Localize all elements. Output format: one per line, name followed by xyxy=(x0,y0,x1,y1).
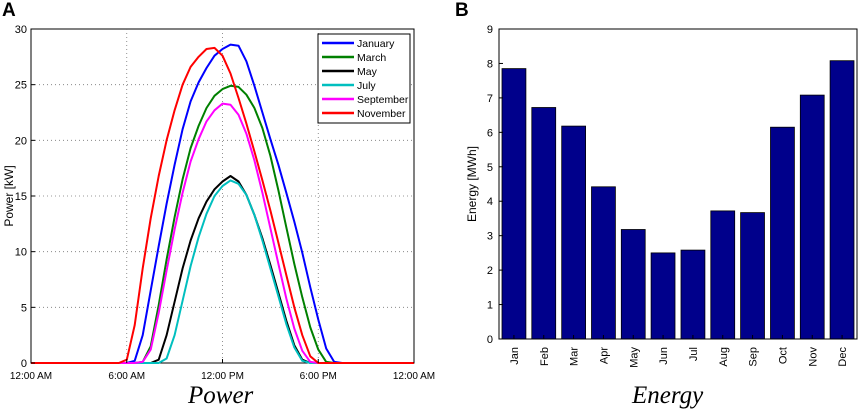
energy-x-tick-label: Mar xyxy=(569,347,581,366)
y-tick-label: 30 xyxy=(15,24,27,36)
y-tick-label: 5 xyxy=(21,302,27,314)
energy-bar-jan xyxy=(501,68,527,340)
energy-x-tick-label: Nov xyxy=(807,347,819,367)
legend-label-may: May xyxy=(357,66,378,78)
energy-bar-may xyxy=(620,229,646,340)
energy-bars xyxy=(501,60,855,340)
energy-x-tick-label: Oct xyxy=(777,347,789,364)
energy-y-tick-label: 8 xyxy=(487,58,493,70)
energy-y-axis-label: Energy [MWh] xyxy=(465,146,479,222)
series-line-january xyxy=(31,43,414,364)
energy-y-tick-label: 4 xyxy=(487,196,493,208)
energy-bar-oct xyxy=(770,126,795,340)
energy-y-ticks: 0 1 2 3 4 5 6 7 8 9 xyxy=(487,24,503,346)
x-tick-label: 12:00 AM xyxy=(393,371,435,382)
energy-x-tick-label: Aug xyxy=(718,347,730,367)
energy-bar-aug xyxy=(710,210,736,340)
y-tick-label: 10 xyxy=(15,247,27,259)
energy-x-tick-label: May xyxy=(628,347,640,368)
y-tick-label: 15 xyxy=(15,191,27,203)
y-tick-label: 25 xyxy=(15,80,27,92)
series-line-september xyxy=(31,102,414,364)
energy-y-tick-label: 6 xyxy=(487,127,493,139)
x-tick-label: 12:00 AM xyxy=(10,371,52,382)
energy-bar-jul xyxy=(680,249,706,340)
power-y-axis-label: Power [kW] xyxy=(2,165,16,226)
legend-label-september: September xyxy=(357,94,409,106)
power-line-chart: 0 5 10 15 20 25 30 12:00 AM 6:00 AM 12:00 PM 6:00… xyxy=(2,24,435,382)
legend-box xyxy=(317,33,411,124)
energy-x-tick-label: Feb xyxy=(539,347,551,366)
y-tick-label: 20 xyxy=(15,135,27,147)
energy-bar-sep xyxy=(740,212,765,340)
energy-caption: Energy xyxy=(632,382,704,409)
energy-y-tick-label: 0 xyxy=(487,334,493,346)
energy-bar-feb xyxy=(531,107,557,340)
energy-y-tick-label: 1 xyxy=(487,300,493,312)
energy-x-tick-label: Jul xyxy=(688,347,700,361)
legend-label-november: November xyxy=(357,108,406,120)
energy-y-tick-label: 5 xyxy=(487,162,493,174)
power-y-ticks: 0 5 10 15 20 25 30 xyxy=(15,24,35,370)
energy-y-tick-label: 2 xyxy=(487,265,493,277)
energy-bar-jun xyxy=(650,252,676,340)
energy-y-tick-label: 9 xyxy=(487,24,493,36)
energy-plot-area xyxy=(498,28,858,340)
power-series xyxy=(31,43,414,364)
energy-y-tick-label: 3 xyxy=(487,231,493,243)
legend-label-january: January xyxy=(357,38,395,50)
energy-bar-apr xyxy=(591,186,616,340)
energy-x-tick-label: Sep xyxy=(748,347,760,367)
power-legend: January March May July September November xyxy=(317,33,411,124)
series-line-november xyxy=(31,46,414,364)
x-tick-label: 12:00 PM xyxy=(201,371,244,382)
x-tick-label: 6:00 PM xyxy=(300,371,337,382)
energy-x-tick-label: Dec xyxy=(837,347,849,367)
power-x-ticks: 12:00 AM 6:00 AM 12:00 PM 6:00 PM 12:00 AM xyxy=(10,359,435,382)
panel-label-a: A xyxy=(2,0,16,21)
energy-bar-mar xyxy=(561,125,587,340)
energy-bar-dec xyxy=(829,60,855,340)
energy-bar-nov xyxy=(799,94,825,340)
legend-label-july: July xyxy=(357,80,376,92)
energy-x-ticks: Jan Feb Mar Apr May Jun Jul Aug Sep Oct Nov Dec xyxy=(509,335,849,368)
power-caption: Power xyxy=(188,382,254,409)
series-line-july xyxy=(31,179,414,364)
legend-label-march: March xyxy=(357,52,386,64)
energy-x-tick-label: Jun xyxy=(658,347,670,365)
energy-x-tick-label: Apr xyxy=(598,347,610,364)
x-tick-label: 6:00 AM xyxy=(108,371,145,382)
energy-bar-chart: 0 1 2 3 4 5 6 7 8 9 Jan Feb Mar Apr May Jun Jul Aug Sep Oc… xyxy=(465,24,858,368)
y-tick-label: 0 xyxy=(21,358,27,370)
energy-x-tick-label: Jan xyxy=(509,347,521,365)
panel-label-b: B xyxy=(455,0,469,21)
energy-y-tick-label: 7 xyxy=(487,93,493,105)
